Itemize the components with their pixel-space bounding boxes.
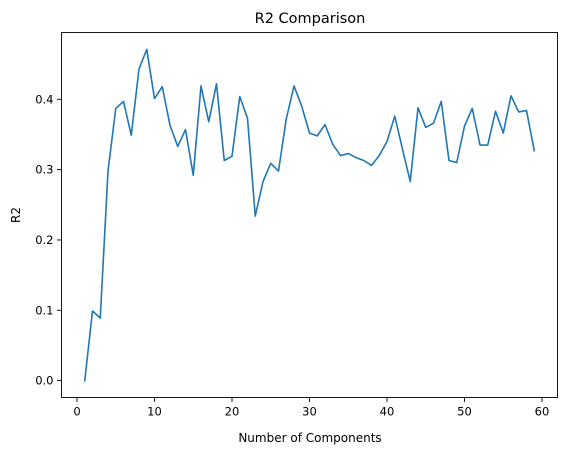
x-axis-label: Number of Components	[238, 431, 381, 445]
axes-frame	[61, 32, 558, 398]
x-tick-label: 50	[457, 405, 472, 419]
x-axis: 0 10 20 30 40 50 60	[73, 397, 550, 419]
x-tick-label: 30	[302, 405, 317, 419]
x-tick-label: 20	[225, 405, 240, 419]
x-tick-label: 40	[380, 405, 395, 419]
y-tick-label: 0.1	[35, 303, 53, 317]
y-axis-label: R2	[9, 207, 23, 223]
y-tick-label: 0.2	[35, 233, 53, 247]
y-tick-label: 0.4	[35, 92, 53, 106]
x-tick-label: 60	[535, 405, 550, 419]
y-axis: 0.0 0.1 0.2 0.3 0.4	[35, 92, 62, 388]
y-tick-label: 0.3	[35, 163, 53, 177]
chart-title: R2 Comparison	[255, 11, 366, 27]
y-tick-label: 0.0	[35, 374, 53, 388]
x-tick-label: 10	[147, 405, 162, 419]
series-line	[83, 48, 536, 382]
plot-area	[83, 48, 536, 382]
x-tick-label: 0	[73, 405, 80, 419]
